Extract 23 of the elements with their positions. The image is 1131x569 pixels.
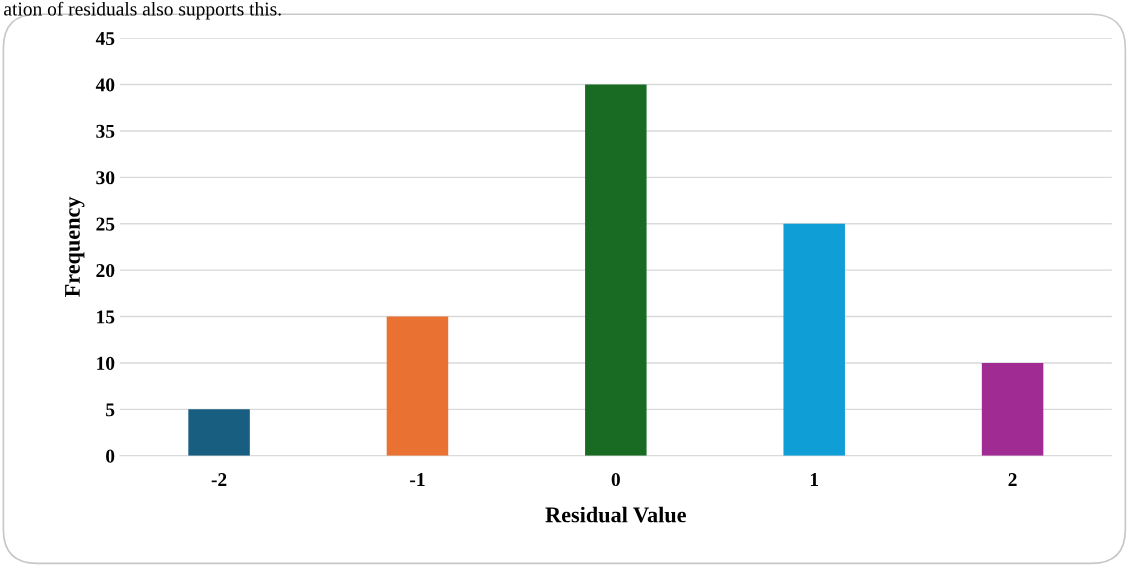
y-tick-label: 35 (96, 124, 115, 138)
y-tick-label: 0 (106, 449, 115, 463)
x-tick-label: 0 (611, 473, 620, 487)
y-axis-title: Frequency (65, 196, 85, 297)
x-tick-label: 2 (1008, 473, 1017, 486)
bar (188, 409, 250, 456)
y-tick-label: 40 (95, 78, 115, 92)
bar (585, 84, 647, 456)
bar (981, 362, 1044, 456)
y-tick-label: 30 (96, 171, 115, 185)
y-tick-label: 10 (97, 356, 115, 370)
y-tick-label: 25 (96, 217, 115, 231)
y-tick-label: 5 (106, 403, 115, 417)
x-tick-label: -1 (410, 473, 425, 486)
x-tick-label: 1 (810, 473, 819, 486)
y-tick-label: 15 (97, 310, 115, 324)
bar (783, 223, 845, 456)
y-tick-label: 20 (96, 263, 115, 278)
bar (386, 316, 449, 456)
x-axis-title: Residual Value (545, 506, 686, 523)
x-tick-label: -2 (211, 473, 227, 486)
y-tick-label: 45 (95, 32, 115, 46)
text: ation of residuals also supports this. (4, 1, 281, 20)
